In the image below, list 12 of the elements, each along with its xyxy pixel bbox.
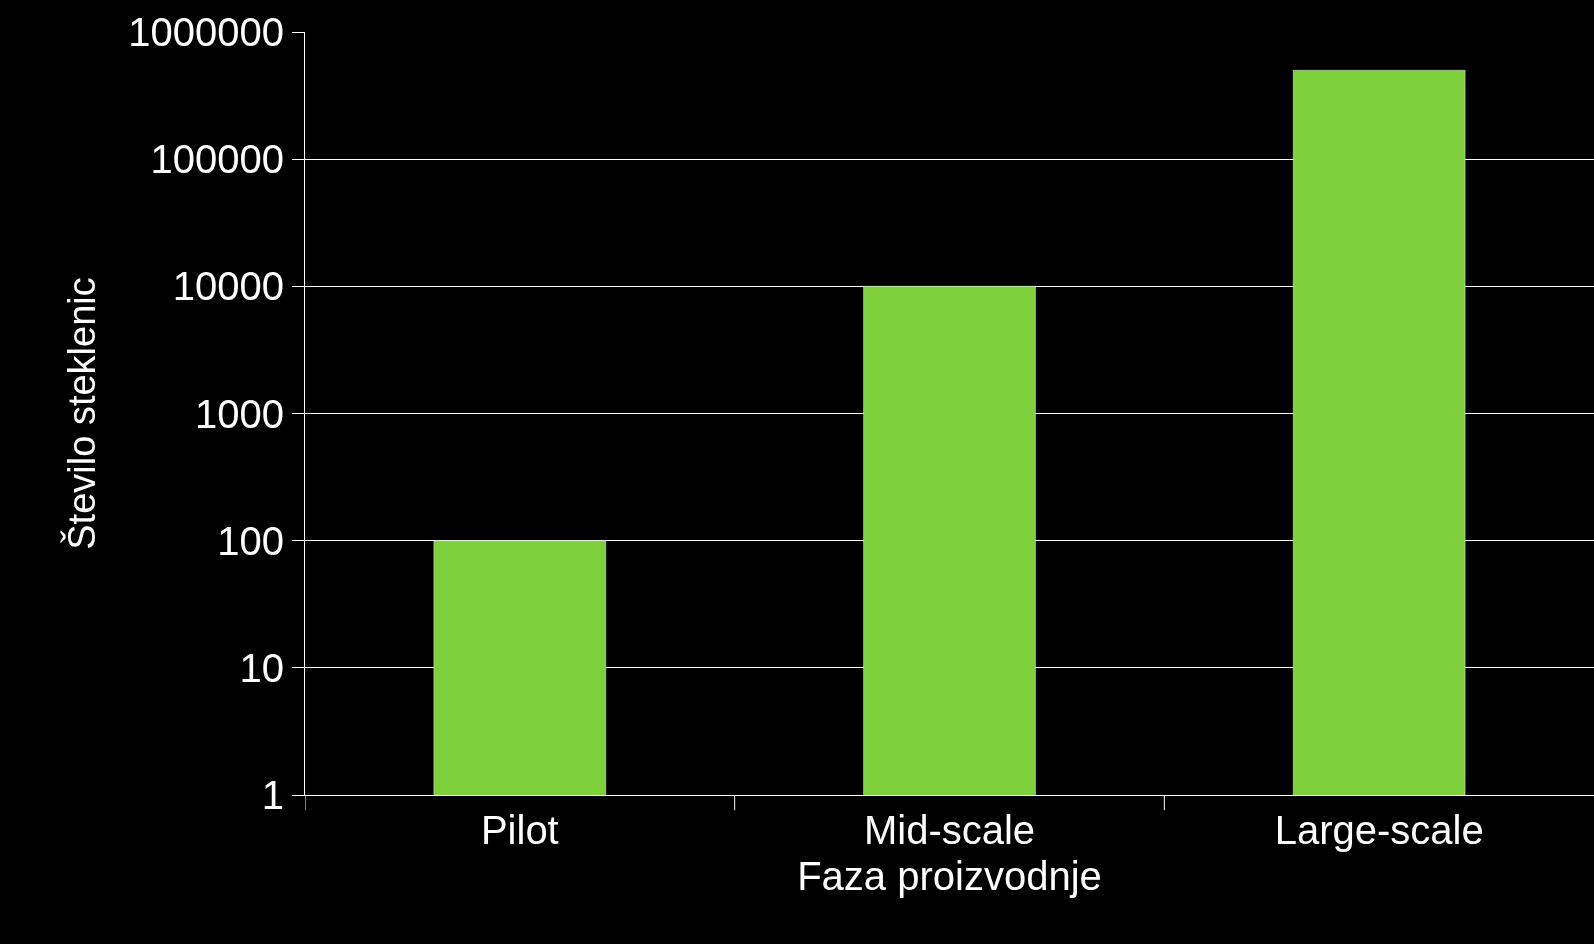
y-tick-label: 100 [217,518,284,563]
y-tick-label: 1000 [195,391,284,436]
x-tick-label: Pilot [480,808,559,852]
x-tick-label: Mid-scale [863,808,1036,852]
x-axis-title: Faza proizvodnje [797,853,1102,898]
y-tick-label: 1000000 [128,10,284,54]
y-tick-label: 1 [261,773,284,817]
y-axis-title: Število steklenic [60,277,104,550]
y-tick-label: 10 [239,645,284,690]
y-tick-label: 10000 [172,264,284,309]
y-tick-label: 100000 [150,137,284,182]
x-tick-label: Large-scale [1274,808,1484,852]
